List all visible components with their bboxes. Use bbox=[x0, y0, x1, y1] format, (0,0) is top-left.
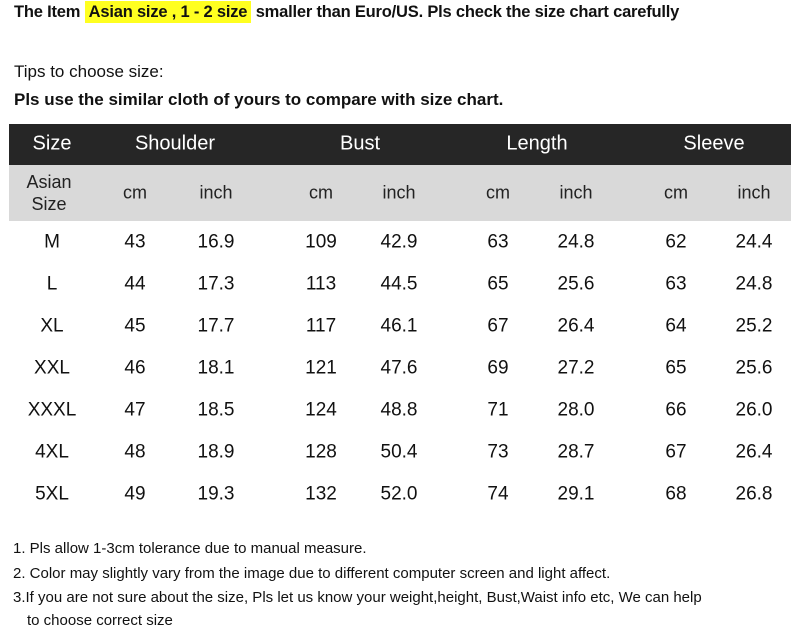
size-cell: XXL bbox=[34, 357, 70, 379]
measurement-cell: 44 bbox=[124, 273, 146, 295]
measurement-cell: 48 bbox=[124, 441, 146, 463]
unit-label: inch bbox=[199, 182, 233, 203]
measurement-cell: 26.0 bbox=[735, 399, 773, 421]
header-shoulder: Shoulder bbox=[134, 132, 216, 155]
measurement-cell: 27.2 bbox=[557, 357, 595, 379]
tips-title: Tips to choose size: bbox=[14, 62, 164, 81]
table-subheader: Asian Size cm inch cm inch cm inch cm inc… bbox=[9, 165, 791, 221]
measurement-cell: 26.4 bbox=[735, 441, 773, 463]
measurement-cell: 46 bbox=[124, 357, 146, 379]
measurement-cell: 67 bbox=[665, 441, 687, 463]
size-cell: L bbox=[46, 273, 58, 295]
size-cell: 5XL bbox=[35, 483, 69, 505]
measurement-cell: 28.0 bbox=[557, 399, 595, 421]
measurement-cell: 17.7 bbox=[197, 315, 235, 337]
notice-highlight: Asian size , 1 - 2 size bbox=[84, 1, 252, 23]
measurement-cell: 63 bbox=[665, 273, 687, 295]
measurement-cell: 121 bbox=[305, 357, 337, 379]
measurement-cell: 52.0 bbox=[380, 483, 418, 505]
unit-label: cm bbox=[664, 182, 688, 203]
size-cell: XXXL bbox=[27, 399, 77, 421]
measurement-cell: 71 bbox=[487, 399, 509, 421]
measurement-cell: 67 bbox=[487, 315, 509, 337]
measurement-cell: 47 bbox=[124, 399, 146, 421]
measurement-cell: 49 bbox=[124, 483, 146, 505]
measurement-cell: 68 bbox=[665, 483, 687, 505]
size-cell: M bbox=[44, 231, 60, 253]
note-3: 3.If you are not sure about the size, Pl… bbox=[13, 589, 702, 606]
measurement-cell: 64 bbox=[665, 315, 687, 337]
measurement-cell: 65 bbox=[487, 273, 509, 295]
unit-label: inch bbox=[382, 182, 416, 203]
asian-size-label: Asian Size bbox=[26, 172, 72, 214]
measurement-cell: 16.9 bbox=[197, 231, 235, 253]
measurement-cell: 47.6 bbox=[380, 357, 418, 379]
measurement-cell: 74 bbox=[487, 483, 509, 505]
measurement-cell: 19.3 bbox=[197, 483, 235, 505]
measurement-cell: 25.2 bbox=[735, 315, 773, 337]
measurement-cell: 48.8 bbox=[380, 399, 418, 421]
header-length: Length bbox=[506, 132, 568, 155]
measurement-cell: 63 bbox=[487, 231, 509, 253]
measurement-cell: 17.3 bbox=[197, 273, 235, 295]
unit-label: inch bbox=[737, 182, 771, 203]
measurement-cell: 132 bbox=[305, 483, 337, 505]
measurement-cell: 65 bbox=[665, 357, 687, 379]
unit-label: inch bbox=[559, 182, 593, 203]
unit-label: cm bbox=[486, 182, 510, 203]
header-size: Size bbox=[32, 132, 72, 155]
measurement-cell: 66 bbox=[665, 399, 687, 421]
measurement-cell: 50.4 bbox=[380, 441, 418, 463]
measurement-cell: 26.4 bbox=[557, 315, 595, 337]
note-1: 1. Pls allow 1-3cm tolerance due to manu… bbox=[13, 540, 367, 557]
tips-instruction: Pls use the similar cloth of yours to co… bbox=[14, 90, 504, 109]
size-notice: The Item Asian size , 1 - 2 size smaller… bbox=[14, 1, 680, 23]
notice-suffix: smaller than Euro/US. Pls check the size… bbox=[255, 3, 680, 21]
measurement-cell: 109 bbox=[305, 231, 337, 253]
measurement-cell: 117 bbox=[305, 315, 337, 337]
measurement-cell: 26.8 bbox=[735, 483, 773, 505]
measurement-cell: 42.9 bbox=[380, 231, 418, 253]
notice-prefix: The Item bbox=[14, 3, 81, 21]
size-cell: 4XL bbox=[35, 441, 69, 463]
measurement-cell: 28.7 bbox=[557, 441, 595, 463]
measurement-cell: 124 bbox=[305, 399, 337, 421]
measurement-cell: 29.1 bbox=[557, 483, 595, 505]
measurement-cell: 25.6 bbox=[735, 357, 773, 379]
measurement-cell: 69 bbox=[487, 357, 509, 379]
measurement-cell: 62 bbox=[665, 231, 687, 253]
measurement-cell: 25.6 bbox=[557, 273, 595, 295]
measurement-cell: 24.8 bbox=[735, 273, 773, 295]
measurement-cell: 24.4 bbox=[735, 231, 773, 253]
measurement-cell: 113 bbox=[305, 273, 337, 295]
measurement-cell: 73 bbox=[487, 441, 509, 463]
size-cell: XL bbox=[40, 315, 64, 337]
unit-label: cm bbox=[123, 182, 147, 203]
measurement-cell: 18.9 bbox=[197, 441, 235, 463]
note-3-continued: to choose correct size bbox=[27, 612, 173, 627]
measurement-cell: 44.5 bbox=[380, 273, 418, 295]
header-bust: Bust bbox=[339, 132, 381, 155]
unit-label: cm bbox=[309, 182, 333, 203]
measurement-cell: 45 bbox=[124, 315, 146, 337]
measurement-cell: 18.5 bbox=[197, 399, 235, 421]
measurement-cell: 128 bbox=[305, 441, 337, 463]
measurement-cell: 18.1 bbox=[197, 357, 235, 379]
measurement-cell: 46.1 bbox=[380, 315, 418, 337]
measurement-cell: 43 bbox=[124, 231, 146, 253]
header-sleeve: Sleeve bbox=[683, 132, 745, 155]
measurement-cell: 24.8 bbox=[557, 231, 595, 253]
note-2: 2. Color may slightly vary from the imag… bbox=[13, 565, 611, 582]
table-header: Size Shoulder Bust Length Sleeve bbox=[9, 124, 791, 165]
